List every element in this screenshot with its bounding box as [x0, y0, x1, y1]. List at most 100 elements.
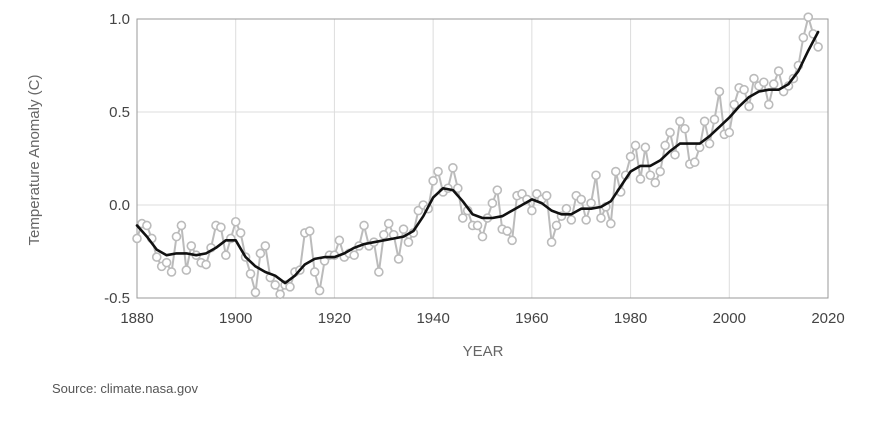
annual-point-1934	[398, 224, 409, 234]
x-axis-title: YEAR	[463, 343, 504, 360]
annual-point-1911	[285, 282, 295, 292]
annual-point-1970	[576, 194, 587, 205]
annual-point-1981	[630, 140, 641, 151]
annual-point-1886	[161, 257, 172, 268]
annual-point-1976	[606, 218, 616, 229]
annual-point-1952	[487, 198, 498, 208]
annual-point-2000	[724, 127, 735, 138]
annual-point-1982	[635, 174, 646, 184]
annual-point-1900	[230, 216, 241, 227]
annual-point-1891	[186, 241, 197, 251]
annual-point-1908	[270, 280, 281, 290]
annual-point-1909	[275, 289, 285, 300]
annual-point-1933	[393, 254, 404, 264]
y-tick--0.5: -0.5	[104, 290, 130, 307]
x-tick-1940: 1940	[416, 310, 449, 327]
annual-point-2004	[744, 101, 754, 112]
annual-point-1903	[245, 269, 256, 279]
annual-point-1880	[132, 233, 142, 244]
annual-point-2010	[773, 66, 784, 76]
annual-point-1882	[142, 220, 152, 231]
grid	[136, 18, 829, 299]
annual-point-1998	[714, 86, 725, 97]
annual-point-1935	[403, 237, 414, 247]
annual-point-1993	[689, 157, 700, 168]
annual-point-1953	[492, 185, 503, 195]
annual-point-1940	[428, 176, 438, 186]
annual-point-1972	[586, 198, 596, 208]
annual-point-1884	[151, 252, 162, 262]
y-tick-0.0: 0.0	[109, 197, 130, 214]
annual-point-1946	[457, 213, 468, 223]
annual-series	[132, 12, 823, 300]
annual-point-1995	[699, 116, 710, 127]
annual-point-1924	[349, 250, 359, 261]
annual-point-2001	[729, 99, 740, 110]
annual-point-1929	[374, 267, 384, 277]
annual-point-1963	[541, 190, 552, 201]
annual-point-1916	[309, 267, 320, 277]
annual-point-1974	[596, 213, 606, 223]
annual-point-1887	[166, 267, 177, 277]
annual-point-1944	[448, 163, 458, 173]
annual-point-1987	[660, 140, 670, 151]
annual-point-1906	[260, 241, 271, 251]
annual-point-2008	[763, 99, 774, 110]
x-tick-2020: 2020	[811, 310, 844, 327]
annual-point-1917	[314, 285, 325, 296]
annual-point-2015	[798, 32, 809, 43]
annual-point-1967	[561, 203, 572, 214]
annual-point-1941	[433, 166, 443, 177]
annual-point-2003	[739, 84, 749, 95]
annual-point-1988	[665, 127, 675, 138]
annual-point-1926	[359, 220, 369, 231]
annual-point-1989	[670, 149, 680, 160]
annual-point-1986	[655, 166, 665, 177]
annual-point-1985	[650, 177, 661, 188]
y-tick-0.5: 0.5	[109, 104, 130, 121]
annual-point-1904	[250, 287, 261, 298]
annual-point-1990	[675, 116, 685, 127]
smoothed-series	[135, 30, 820, 285]
annual-point-1931	[383, 218, 394, 229]
annual-point-1950	[477, 231, 488, 242]
annual-point-1901	[235, 228, 246, 238]
annual-point-1973	[591, 170, 601, 181]
annual-point-1955	[502, 226, 512, 236]
annual-point-2005	[749, 73, 759, 84]
annual-point-1956	[507, 235, 517, 246]
annual-point-1996	[704, 138, 715, 149]
annual-point-1968	[566, 215, 577, 225]
annual-point-1897	[216, 222, 226, 233]
annual-point-1984	[645, 170, 656, 181]
annual-point-1960	[527, 205, 537, 216]
x-tick-1980: 1980	[614, 310, 647, 327]
x-tick-1920: 1920	[318, 310, 351, 327]
annual-point-1905	[255, 248, 266, 259]
annual-point-1997	[709, 114, 720, 125]
y-axis-title: Temperature Anomaly (C)	[26, 75, 43, 246]
annual-series-line	[136, 13, 820, 297]
vertical-gridlines	[136, 19, 829, 298]
annual-point-2016	[803, 12, 814, 22]
smoothed-series-line	[135, 30, 820, 285]
annual-point-1888	[171, 231, 182, 242]
horizontal-gridlines	[137, 18, 828, 299]
annual-point-1983	[640, 142, 651, 153]
annual-point-1945	[453, 183, 463, 194]
plot-frame	[136, 18, 829, 299]
x-tick-1880: 1880	[120, 310, 153, 327]
annual-point-1930	[378, 229, 389, 240]
annual-point-1964	[546, 237, 557, 247]
annual-point-1915	[304, 226, 315, 236]
annual-point-1894	[201, 259, 211, 270]
annual-point-1965	[551, 220, 562, 231]
y-tick-1.0: 1.0	[109, 11, 130, 28]
x-tick-1960: 1960	[515, 310, 548, 327]
annual-point-1921	[334, 235, 345, 246]
annual-point-2007	[759, 77, 769, 88]
annual-point-2009	[768, 79, 779, 89]
y-tick-labels: 1.0 0.5 0.0 -0.5	[104, 11, 130, 307]
annual-point-1991	[680, 123, 690, 134]
